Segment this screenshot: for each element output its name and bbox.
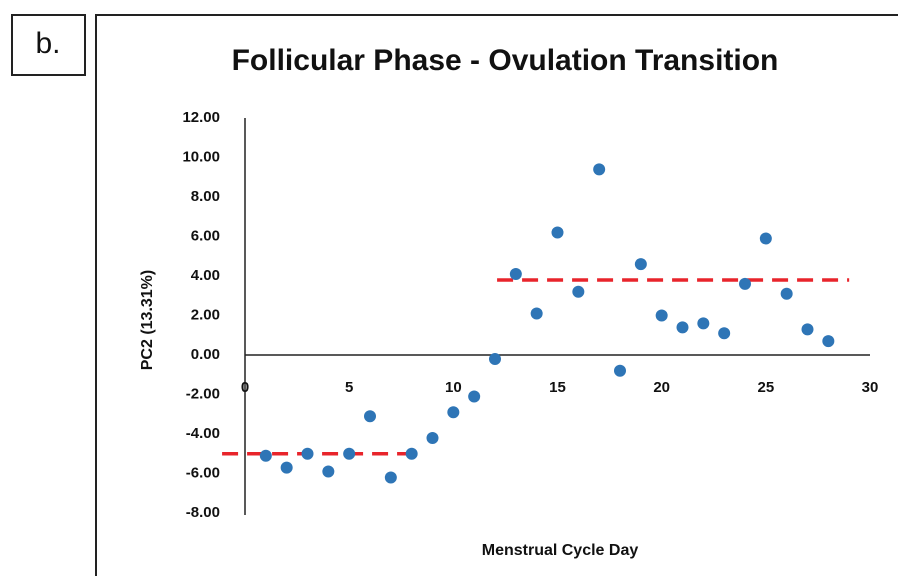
y-tick-label: -6.00 (186, 464, 220, 481)
y-tick-label: 6.00 (191, 227, 220, 244)
point (489, 352, 501, 365)
y-tick-label: 12.00 (182, 109, 220, 126)
point (759, 232, 772, 245)
point (384, 471, 397, 484)
point (405, 447, 418, 460)
point (634, 258, 647, 271)
x-tick-label: 0 (241, 379, 249, 396)
y-axis-label: PC2 (13.31%) (139, 270, 156, 371)
point (509, 268, 522, 281)
point (780, 287, 793, 300)
point (655, 309, 668, 322)
point (301, 447, 314, 460)
point (551, 226, 564, 239)
point (697, 317, 710, 330)
point (801, 323, 814, 336)
y-tick-label: 0.00 (191, 346, 220, 363)
y-tick-label: 2.00 (191, 306, 220, 323)
x-axis-label: Menstrual Cycle Day (482, 542, 639, 559)
point (822, 335, 835, 348)
point (739, 277, 751, 290)
y-tick-label: -2.00 (186, 385, 220, 402)
point (322, 465, 335, 478)
point (676, 321, 689, 334)
point (614, 364, 626, 377)
point (468, 390, 481, 403)
x-tick-label: 5 (345, 379, 353, 396)
x-tick-label: 30 (862, 379, 879, 396)
point (530, 307, 543, 320)
chart-frame (95, 14, 898, 576)
point (343, 447, 356, 460)
panel-label: b. (35, 27, 60, 60)
y-tick-label: 4.00 (191, 267, 220, 284)
y-tick-label: 10.00 (182, 148, 220, 165)
point (259, 449, 272, 462)
x-tick-label: 10 (445, 379, 462, 396)
point (364, 410, 376, 423)
chart-title: Follicular Phase - Ovulation Transition (232, 44, 779, 77)
point (593, 163, 606, 176)
x-tick-label: 15 (549, 379, 566, 396)
x-tick-label: 25 (757, 379, 774, 396)
point (572, 285, 585, 298)
panel-label-box (11, 14, 86, 76)
point (718, 327, 731, 340)
y-tick-label: -4.00 (186, 425, 220, 442)
point (447, 406, 460, 419)
point (280, 461, 293, 474)
point (426, 431, 439, 444)
y-tick-label: 8.00 (191, 188, 220, 205)
x-tick-label: 20 (653, 379, 670, 396)
y-tick-label: -8.00 (186, 504, 220, 521)
